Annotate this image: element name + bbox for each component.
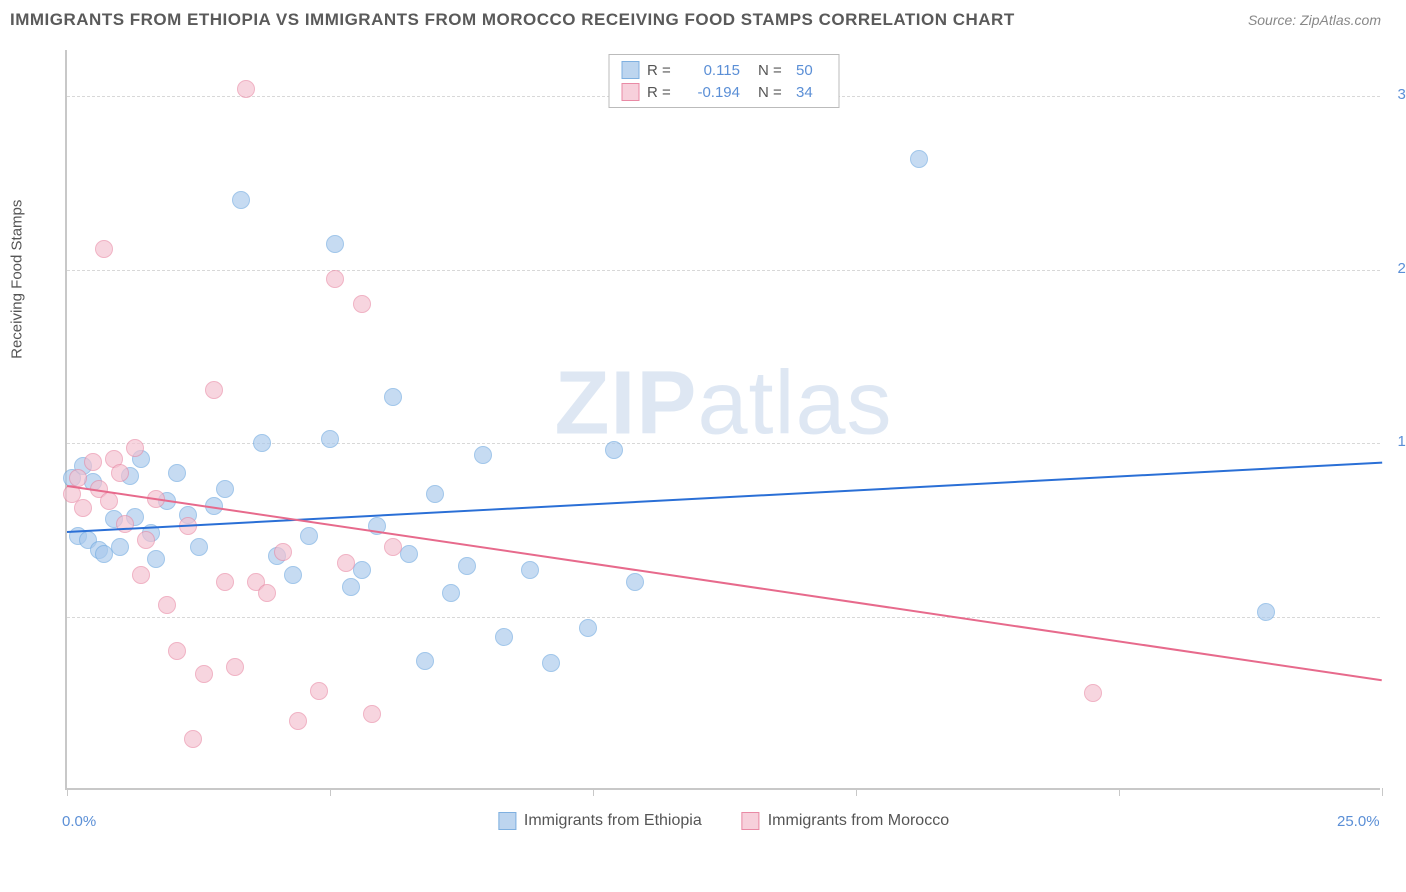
scatter-point — [168, 464, 186, 482]
legend-series: Immigrants from Ethiopia Immigrants from… — [498, 812, 949, 830]
watermark-thin: atlas — [697, 354, 892, 454]
scatter-point — [116, 515, 134, 533]
scatter-point — [274, 543, 292, 561]
scatter-point — [237, 80, 255, 98]
scatter-point — [69, 469, 87, 487]
y-tick-label: 30.0% — [1397, 86, 1406, 103]
x-tick — [1382, 788, 1383, 796]
r-label: R = — [647, 62, 677, 79]
scatter-point — [337, 554, 355, 572]
r-label: R = — [647, 84, 677, 101]
series-name-ethiopia: Immigrants from Ethiopia — [524, 812, 702, 830]
scatter-point — [258, 584, 276, 602]
scatter-point — [495, 628, 513, 646]
chart-title: IMMIGRANTS FROM ETHIOPIA VS IMMIGRANTS F… — [10, 10, 1015, 30]
swatch-ethiopia — [621, 61, 639, 79]
scatter-point — [426, 485, 444, 503]
r-value-morocco: -0.194 — [685, 84, 740, 101]
scatter-point — [158, 596, 176, 614]
x-tick — [593, 788, 594, 796]
scatter-point — [321, 430, 339, 448]
series-name-morocco: Immigrants from Morocco — [768, 812, 949, 830]
scatter-point — [384, 538, 402, 556]
y-tick-label: 15.0% — [1397, 433, 1406, 450]
legend-row-ethiopia: R = 0.115 N = 50 — [621, 59, 826, 81]
scatter-point — [168, 642, 186, 660]
legend-item-morocco: Immigrants from Morocco — [742, 812, 949, 830]
y-tick-label: 22.5% — [1397, 260, 1406, 277]
scatter-point — [458, 557, 476, 575]
scatter-point — [111, 464, 129, 482]
y-axis-label: Receiving Food Stamps — [9, 200, 26, 359]
scatter-point — [216, 480, 234, 498]
scatter-point — [195, 665, 213, 683]
scatter-point — [1257, 603, 1275, 621]
watermark: ZIPatlas — [554, 353, 892, 456]
scatter-point — [326, 235, 344, 253]
n-value-ethiopia: 50 — [796, 62, 826, 79]
scatter-point — [579, 619, 597, 637]
scatter-point — [442, 584, 460, 602]
swatch-morocco — [742, 812, 760, 830]
scatter-point — [205, 381, 223, 399]
scatter-point — [190, 538, 208, 556]
scatter-point — [542, 654, 560, 672]
scatter-point — [95, 240, 113, 258]
legend-correlation: R = 0.115 N = 50 R = -0.194 N = 34 — [608, 54, 839, 108]
scatter-point — [384, 388, 402, 406]
n-label: N = — [758, 62, 788, 79]
scatter-point — [1084, 684, 1102, 702]
scatter-point — [310, 682, 328, 700]
scatter-point — [132, 566, 150, 584]
scatter-point — [289, 712, 307, 730]
legend-row-morocco: R = -0.194 N = 34 — [621, 81, 826, 103]
scatter-point — [226, 658, 244, 676]
x-tick — [856, 788, 857, 796]
scatter-point — [353, 295, 371, 313]
gridline — [67, 617, 1380, 618]
scatter-point — [910, 150, 928, 168]
scatter-point — [147, 550, 165, 568]
scatter-point — [474, 446, 492, 464]
scatter-point — [111, 538, 129, 556]
source-label: Source: ZipAtlas.com — [1248, 12, 1381, 28]
scatter-point — [137, 531, 155, 549]
legend-item-ethiopia: Immigrants from Ethiopia — [498, 812, 702, 830]
scatter-point — [184, 730, 202, 748]
scatter-point — [353, 561, 371, 579]
x-tick-label: 0.0% — [62, 813, 96, 830]
chart-container: Receiving Food Stamps ZIPatlas R = 0.115… — [45, 50, 1380, 810]
scatter-point — [363, 705, 381, 723]
scatter-point — [605, 441, 623, 459]
scatter-point — [326, 270, 344, 288]
x-tick — [330, 788, 331, 796]
scatter-point — [521, 561, 539, 579]
trend-line — [67, 462, 1382, 533]
scatter-point — [100, 492, 118, 510]
scatter-point — [342, 578, 360, 596]
scatter-point — [284, 566, 302, 584]
r-value-ethiopia: 0.115 — [685, 62, 740, 79]
scatter-point — [300, 527, 318, 545]
scatter-point — [416, 652, 434, 670]
scatter-point — [626, 573, 644, 591]
plot-area: ZIPatlas R = 0.115 N = 50 R = -0.194 N =… — [65, 50, 1380, 790]
n-label: N = — [758, 84, 788, 101]
scatter-point — [216, 573, 234, 591]
x-tick — [1119, 788, 1120, 796]
scatter-point — [232, 191, 250, 209]
scatter-point — [400, 545, 418, 563]
swatch-ethiopia — [498, 812, 516, 830]
scatter-point — [84, 453, 102, 471]
x-tick — [67, 788, 68, 796]
scatter-point — [126, 439, 144, 457]
gridline — [67, 270, 1380, 271]
x-tick-label: 25.0% — [1337, 813, 1380, 830]
watermark-bold: ZIP — [554, 354, 697, 454]
swatch-morocco — [621, 83, 639, 101]
scatter-point — [74, 499, 92, 517]
scatter-point — [253, 434, 271, 452]
n-value-morocco: 34 — [796, 84, 826, 101]
